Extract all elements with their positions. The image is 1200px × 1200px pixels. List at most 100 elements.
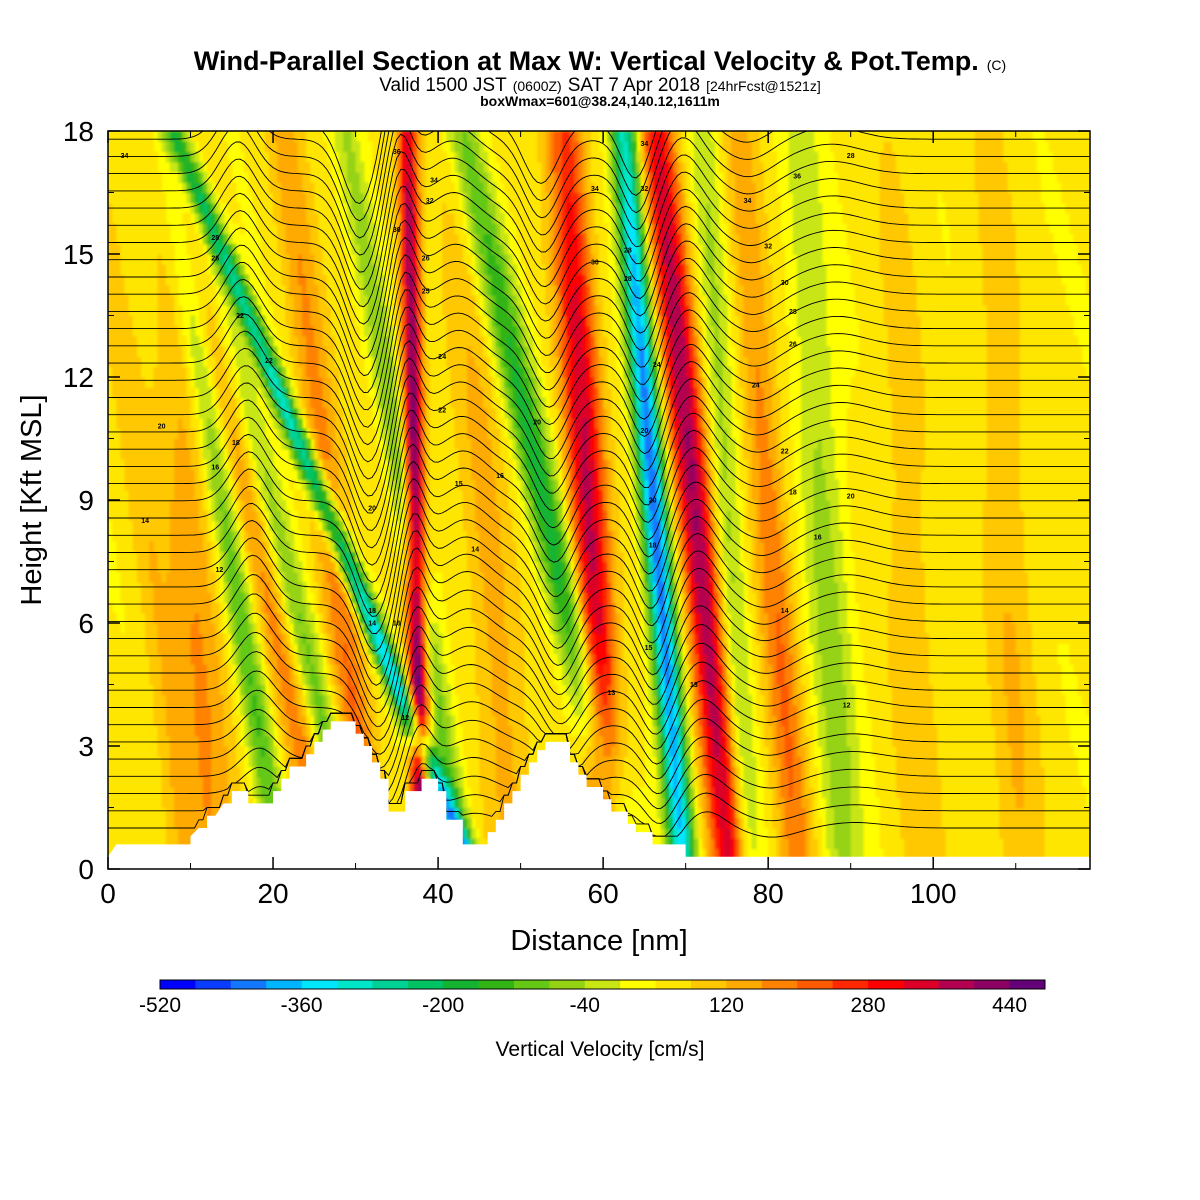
- vv-cell: [268, 735, 274, 747]
- vv-cell: [219, 459, 225, 470]
- vv-cell: [359, 684, 365, 696]
- vv-cell: [153, 776, 159, 788]
- vv-cell: [116, 469, 121, 481]
- vv-cell: [417, 571, 423, 583]
- vv-cell: [182, 377, 187, 388]
- vv-cell: [157, 233, 163, 245]
- vv-cell: [219, 684, 225, 696]
- vv-cell: [281, 366, 286, 378]
- vv-cell: [425, 643, 431, 655]
- vv-cell: [405, 653, 410, 665]
- vv-cell: [322, 192, 328, 204]
- vv-cell: [112, 397, 117, 409]
- vv-cell: [359, 653, 365, 665]
- vv-cell: [264, 192, 270, 204]
- vv-cell: [334, 530, 340, 542]
- vv-cell: [202, 797, 208, 809]
- vv-cell: [376, 295, 381, 306]
- vv-cell: [223, 284, 229, 296]
- vv-cell: [351, 325, 357, 337]
- vv-cell: [244, 479, 249, 491]
- vv-cell: [310, 305, 315, 317]
- vv-cell: [145, 479, 150, 491]
- vv-cell: [227, 233, 233, 245]
- vv-cell: [194, 500, 200, 511]
- vv-cell: [240, 377, 245, 388]
- vv-cell: [211, 541, 216, 552]
- vv-cell: [293, 602, 299, 614]
- vv-cell: [202, 715, 208, 727]
- vv-cell: [277, 674, 282, 686]
- vv-cell: [372, 551, 377, 563]
- vv-cell: [223, 418, 229, 429]
- vv-cell: [289, 336, 295, 347]
- vv-cell: [120, 530, 126, 542]
- vv-cell: [157, 192, 163, 204]
- vv-cell: [211, 213, 216, 224]
- vv-cell: [421, 172, 427, 183]
- vv-cell: [161, 571, 167, 583]
- vv-cell: [244, 705, 249, 716]
- vv-cell: [384, 520, 390, 532]
- vv-cell: [326, 438, 332, 450]
- vv-cell: [273, 623, 278, 634]
- vv-cell: [392, 592, 398, 604]
- vv-cell: [112, 664, 117, 675]
- vv-cell: [165, 807, 171, 819]
- vv-cell: [363, 182, 369, 194]
- vv-cell: [194, 612, 200, 624]
- vv-cell: [301, 377, 307, 388]
- vv-cell: [318, 612, 324, 624]
- vv-cell: [273, 756, 278, 768]
- vv-cell: [145, 489, 150, 501]
- vv-cell: [351, 551, 357, 563]
- vv-cell: [161, 756, 167, 768]
- vv-cell: [289, 315, 295, 327]
- vv-cell: [281, 305, 286, 317]
- vv-cell: [207, 530, 212, 542]
- vv-cell: [281, 151, 286, 163]
- vv-cell: [314, 643, 319, 655]
- vv-cell: [124, 295, 130, 306]
- vv-cell: [405, 530, 410, 542]
- vv-cell: [128, 366, 134, 378]
- vv-cell: [310, 264, 315, 276]
- vv-cell: [273, 295, 278, 306]
- vv-cell: [421, 182, 427, 194]
- vv-cell: [244, 397, 249, 409]
- vv-cell: [244, 674, 249, 686]
- vv-cell: [334, 254, 340, 265]
- vv-cell: [153, 551, 159, 563]
- vv-cell: [330, 346, 336, 358]
- vv-cell: [273, 243, 278, 255]
- vv-cell: [372, 633, 377, 645]
- vv-cell: [396, 428, 402, 440]
- vv-cell: [256, 489, 262, 501]
- vv-cell: [244, 489, 249, 501]
- vv-cell: [227, 305, 233, 317]
- vv-cell: [161, 561, 167, 573]
- vv-cell: [405, 571, 410, 583]
- vv-cell: [334, 213, 340, 224]
- vv-cell: [355, 479, 361, 491]
- vv-cell: [132, 838, 138, 850]
- vv-cell: [417, 254, 423, 265]
- vv-cell: [165, 530, 171, 542]
- vv-cell: [339, 705, 344, 716]
- vv-cell: [112, 776, 117, 788]
- vv-cell: [293, 356, 299, 368]
- vv-cell: [264, 541, 270, 552]
- vv-cell: [343, 264, 348, 276]
- vv-cell: [116, 325, 121, 337]
- vv-cell: [301, 356, 307, 368]
- vv-cell: [405, 325, 410, 337]
- vv-cell: [128, 213, 134, 224]
- vv-cell: [132, 325, 138, 337]
- vv-cell: [301, 633, 307, 645]
- vv-cell: [178, 500, 183, 511]
- vv-cell: [165, 459, 171, 470]
- vv-cell: [190, 828, 196, 839]
- vv-cell: [223, 787, 229, 798]
- vv-cell: [116, 643, 121, 655]
- vv-cell: [235, 530, 241, 542]
